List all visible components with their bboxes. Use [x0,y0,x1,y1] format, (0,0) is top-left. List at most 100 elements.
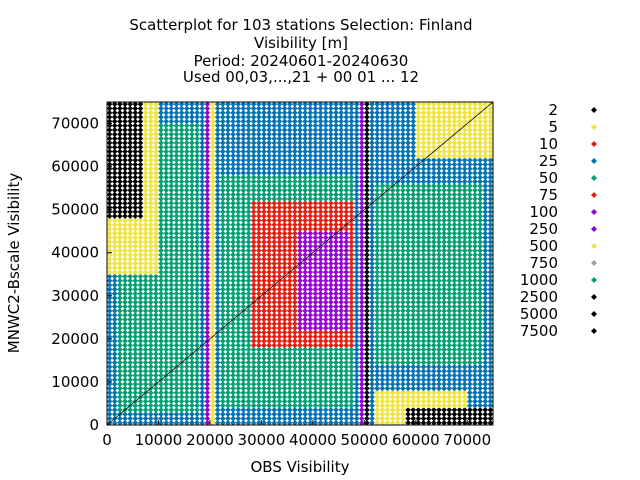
data-point [163,247,169,254]
data-point [163,364,169,370]
data-point [358,183,365,189]
data-point [117,407,123,413]
data-point [420,170,427,176]
data-point [333,187,339,194]
data-point [292,144,298,151]
data-point [194,161,200,168]
data-point [122,411,128,418]
data-point [405,131,411,138]
data-point [364,105,370,112]
data-point [446,316,453,323]
data-point [245,114,252,120]
data-point [107,170,113,176]
data-point [431,411,437,418]
data-point [209,191,216,198]
data-point [410,260,417,267]
data-point [358,109,365,116]
data-point [209,157,216,163]
data-point [415,299,422,306]
data-point [358,286,365,293]
data-point [374,342,380,349]
data-point [147,265,154,271]
data-point [132,402,139,409]
data-point [235,320,242,327]
data-point [245,140,252,146]
data-point [374,170,380,176]
data-point [328,277,334,284]
data-point [122,364,128,370]
data-point [271,420,278,425]
data-point [410,303,417,310]
data-point [194,308,200,314]
data-point [322,170,329,176]
data-point [117,131,123,138]
data-point [276,127,283,133]
data-point [122,325,128,331]
data-point [266,153,272,159]
data-point [111,359,118,366]
data-point [317,351,324,357]
data-point [333,355,339,362]
data-point [122,389,128,396]
data-point [178,303,185,310]
data-point [147,312,154,318]
data-point [261,273,267,280]
data-point [302,325,308,331]
data-point [425,252,432,258]
data-point [256,411,262,418]
data-point [369,109,375,116]
data-point [147,157,154,163]
data-point [364,420,370,425]
data-point [286,303,293,310]
data-point [137,187,144,194]
data-point [292,187,298,194]
data-point [312,325,319,331]
data-point [369,389,375,396]
data-point [328,303,334,310]
data-point [410,333,417,340]
data-point [292,359,298,366]
data-point [343,282,350,288]
data-point [415,196,422,202]
data-point [168,359,175,366]
data-point [220,411,226,418]
data-point [358,299,365,306]
data-point [292,122,298,129]
data-point [364,346,370,353]
data-point [379,398,386,405]
data-point [394,131,401,138]
data-point [137,196,144,202]
data-point [358,411,365,418]
data-point [163,376,169,383]
data-point [353,140,360,146]
data-point [431,183,437,189]
data-point [245,187,252,194]
data-point [261,346,267,353]
data-point [117,243,123,250]
data-point [240,355,247,362]
data-point [292,364,298,370]
data-point [374,269,380,275]
data-point [431,127,437,133]
data-point [163,415,169,422]
data-point [230,243,236,250]
data-point [189,118,195,125]
data-point [240,333,247,340]
data-point [261,351,267,357]
data-point [245,118,252,125]
data-point [394,161,401,168]
data-point [343,329,350,336]
data-point [214,140,221,146]
data-point [271,338,278,344]
data-point [292,338,298,344]
data-point [153,389,159,396]
data-point [142,277,149,284]
data-point [353,221,360,228]
data-point [240,381,247,387]
data-point [142,234,149,241]
data-point [245,290,252,297]
data-point [431,338,437,344]
data-point [425,265,432,271]
data-point [240,273,247,280]
data-point [137,329,144,336]
